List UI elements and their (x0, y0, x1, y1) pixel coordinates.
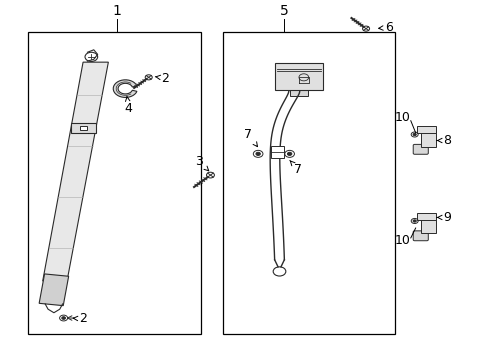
Circle shape (412, 133, 415, 136)
Text: 8: 8 (436, 134, 450, 147)
Bar (274, 63, 323, 90)
Text: 10: 10 (394, 111, 410, 125)
Bar (271, 146, 283, 158)
Bar (420, 129, 435, 147)
Circle shape (287, 152, 291, 156)
Text: 4: 4 (124, 96, 132, 114)
Bar (416, 126, 435, 134)
FancyBboxPatch shape (412, 144, 427, 154)
Text: 6: 6 (378, 21, 392, 34)
Text: 10: 10 (394, 234, 410, 247)
Polygon shape (39, 274, 68, 306)
Text: 2: 2 (73, 312, 87, 325)
FancyBboxPatch shape (412, 231, 427, 241)
Polygon shape (42, 62, 108, 281)
Text: 7: 7 (289, 161, 302, 176)
Text: 5: 5 (280, 4, 288, 18)
Polygon shape (71, 122, 96, 133)
Text: 9: 9 (436, 211, 450, 224)
Circle shape (61, 317, 65, 319)
Bar (289, 89, 307, 96)
Text: 3: 3 (195, 155, 208, 171)
Bar (222, 32, 394, 334)
Circle shape (412, 220, 415, 222)
Text: 7: 7 (244, 128, 257, 147)
Bar (416, 213, 435, 220)
Bar (28, 32, 201, 334)
Circle shape (255, 152, 260, 156)
Text: 2: 2 (155, 72, 168, 85)
Bar (420, 215, 435, 233)
Polygon shape (113, 80, 137, 98)
Bar (80, 126, 87, 130)
Text: 1: 1 (112, 4, 121, 18)
